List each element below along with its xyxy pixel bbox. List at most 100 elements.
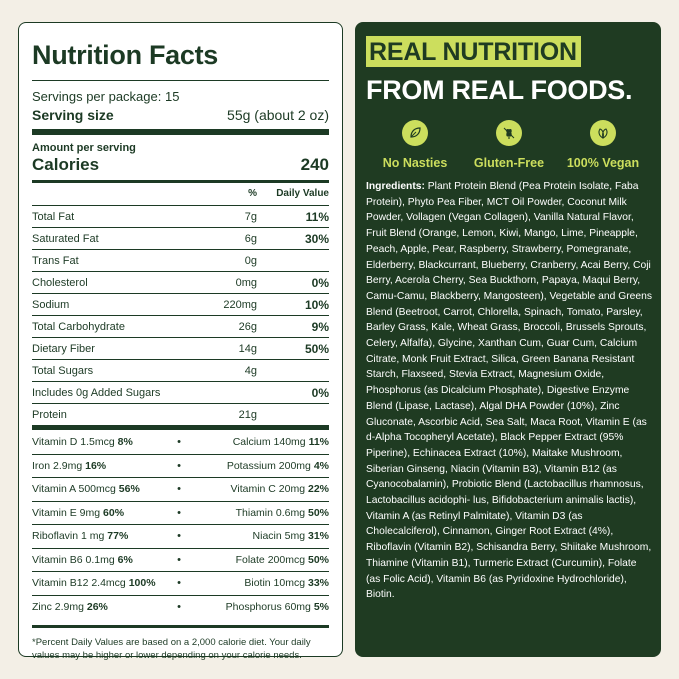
nutrient-row: Saturated Fat 6g 30% [32, 227, 329, 249]
nutrient-name: Includes 0g Added Sugars [32, 386, 161, 399]
nutrient-row: Total Fat 7g 11% [32, 205, 329, 227]
promo-panel: REAL NUTRITION FROM REAL FOODS. No Nasti… [355, 22, 661, 657]
nutrient-amount: 26g [238, 320, 257, 333]
badge-row: No Nasties Gluten-Free 100% Vegan [366, 120, 652, 170]
percent-column-header: % [248, 188, 257, 199]
nutrient-name: Dietary Fiber [32, 342, 95, 355]
ingredients-list: Ingredients: Plant Protein Blend (Pea Pr… [366, 179, 652, 603]
badge-no-nasties: No Nasties [368, 120, 462, 170]
ingredients-label: Ingredients: [366, 181, 425, 192]
wheat-icon [496, 120, 522, 146]
nutrient-name: Protein [32, 408, 67, 421]
vitamin-left: Iron 2.9mg 16% [32, 460, 167, 472]
nutrient-row: Includes 0g Added Sugars 0% [32, 381, 329, 403]
nutrient-row: Trans Fat 0g [32, 249, 329, 271]
nutrient-row: Dietary Fiber 14g 50% [32, 337, 329, 359]
vitamin-daily-value: 26% [86, 600, 108, 613]
vitamin-row: Vitamin A 500mcg 56% • Vitamin C 20mg 22% [32, 477, 329, 501]
serving-size-value: 55g (about 2 oz) [227, 107, 329, 123]
divider [32, 80, 329, 81]
nutrient-daily-value: 50% [304, 341, 329, 356]
vitamin-name: Vitamin C 20mg [230, 483, 306, 496]
nutrient-name: Trans Fat [32, 254, 79, 267]
nutrient-daily-value: 11% [305, 209, 329, 224]
vitamin-left: Zinc 2.9mg 26% [32, 601, 167, 613]
calories-row: Calories 240 [32, 155, 329, 175]
badge-label: 100% Vegan [566, 156, 640, 170]
vitamin-row: Zinc 2.9mg 26% • Phosphorus 60mg 5% [32, 594, 329, 619]
vitamin-right: Biotin 10mcg 33% [191, 577, 329, 589]
nutrient-name: Total Fat [32, 210, 75, 223]
bullet-separator: • [177, 577, 181, 590]
nutrient-amount: 6g [244, 232, 257, 245]
vitamin-daily-value: 33% [307, 577, 329, 590]
vitamin-daily-value: 22% [307, 483, 329, 496]
badge-label: Gluten-Free [473, 156, 545, 170]
vitamin-name: Vitamin B6 0.1mg [32, 553, 115, 566]
nutrition-facts-title: Nutrition Facts [32, 40, 219, 70]
nutrient-row: Sodium 220mg 10% [32, 293, 329, 315]
vitamin-row: Vitamin D 1.5mcg 8% • Calcium 140mg 11% [32, 430, 329, 454]
nutrient-row: Total Sugars 4g [32, 359, 329, 381]
vitamin-daily-value: 77% [107, 530, 129, 543]
vitamin-daily-value: 50% [307, 553, 329, 566]
nutrient-daily-value: 10% [304, 297, 329, 312]
vitamin-daily-value: 4% [313, 459, 329, 472]
nutrient-name: Total Sugars [32, 364, 94, 377]
nutrient-amount: 14g [238, 342, 257, 355]
vitamin-name: Vitamin D 1.5mcg [32, 435, 115, 448]
vitamin-table: Vitamin D 1.5mcg 8% • Calcium 140mg 11% Iro… [32, 425, 329, 618]
vitamin-daily-value: 60% [103, 506, 125, 519]
daily-value-column-header: Daily Value [276, 188, 329, 199]
nutrient-daily-value: 0% [311, 275, 329, 290]
vitamin-daily-value: 16% [85, 459, 107, 472]
vitamin-name: Vitamin A 500mcg [32, 483, 116, 496]
nutrient-amount: 4g [244, 364, 257, 377]
daily-value-header: % Daily Value [32, 183, 329, 205]
vitamin-daily-value: 8% [117, 435, 133, 448]
bullet-separator: • [177, 483, 181, 496]
vitamin-name: Phosphorus 60mg [225, 600, 311, 613]
nutrition-facts-panel: Nutrition Facts Servings per package: 15… [18, 22, 343, 661]
vitamin-daily-value: 6% [117, 553, 133, 566]
vitamin-name: Niacin 5mg [252, 530, 306, 543]
vitamin-name: Riboflavin 1 mg [32, 530, 105, 543]
vitamin-daily-value: 50% [307, 506, 329, 519]
leaf-icon [402, 120, 428, 146]
bullet-separator: • [177, 530, 181, 543]
vitamin-daily-value: 56% [118, 483, 140, 496]
vitamin-left: Vitamin B6 0.1mg 6% [32, 554, 167, 566]
nutrient-daily-value: 30% [304, 231, 329, 246]
vitamin-name: Calcium 140mg [232, 435, 306, 448]
calories-value: 240 [300, 155, 329, 174]
nutrient-amount: 0mg [235, 276, 257, 289]
vitamin-name: Iron 2.9mg [32, 459, 83, 472]
headline-line-2: FROM REAL FOODS. [366, 75, 633, 105]
vitamin-name: Folate 200mcg [235, 553, 306, 566]
nutrient-name: Sodium [32, 298, 70, 311]
vitamin-name: Vitamin E 9mg [32, 506, 101, 519]
badge-vegan: 100% Vegan [556, 120, 650, 170]
bullet-separator: • [177, 435, 181, 448]
servings-per-package: Servings per package: 15 [32, 89, 180, 104]
vitamin-name: Zinc 2.9mg [32, 600, 84, 613]
nutrient-row: Protein 21g [32, 403, 329, 425]
vitamin-row: Vitamin B6 0.1mg 6% • Folate 200mcg 50% [32, 547, 329, 572]
nutrient-name: Total Carbohydrate [32, 320, 125, 333]
nutrient-amount: 220mg [223, 298, 257, 311]
vitamin-daily-value: 5% [313, 600, 329, 613]
vitamin-row: Vitamin E 9mg 60% • Thiamin 0.6mg 50% [32, 500, 329, 525]
vitamin-name: Potassium 200mg [226, 459, 311, 472]
badge-gluten-free: Gluten-Free [462, 120, 556, 170]
vitamin-row: Iron 2.9mg 16% • Potassium 200mg 4% [32, 453, 329, 478]
nutrient-daily-value: 0% [311, 385, 329, 400]
calories-label: Calories [32, 155, 100, 174]
divider-medium [32, 180, 329, 183]
footnote: *Percent Daily Values are based on a 2,0… [32, 625, 329, 662]
vitamin-row: Vitamin B12 2.4mcg 100% • Biotin 10mcg 33% [32, 571, 329, 595]
nutrient-name: Cholesterol [32, 276, 88, 289]
headline-line-1: REAL NUTRITION [366, 36, 581, 67]
nutrient-amount: 21g [238, 408, 257, 421]
vitamin-name: Vitamin B12 2.4mcg [32, 577, 126, 590]
vitamin-daily-value: 31% [307, 530, 329, 543]
